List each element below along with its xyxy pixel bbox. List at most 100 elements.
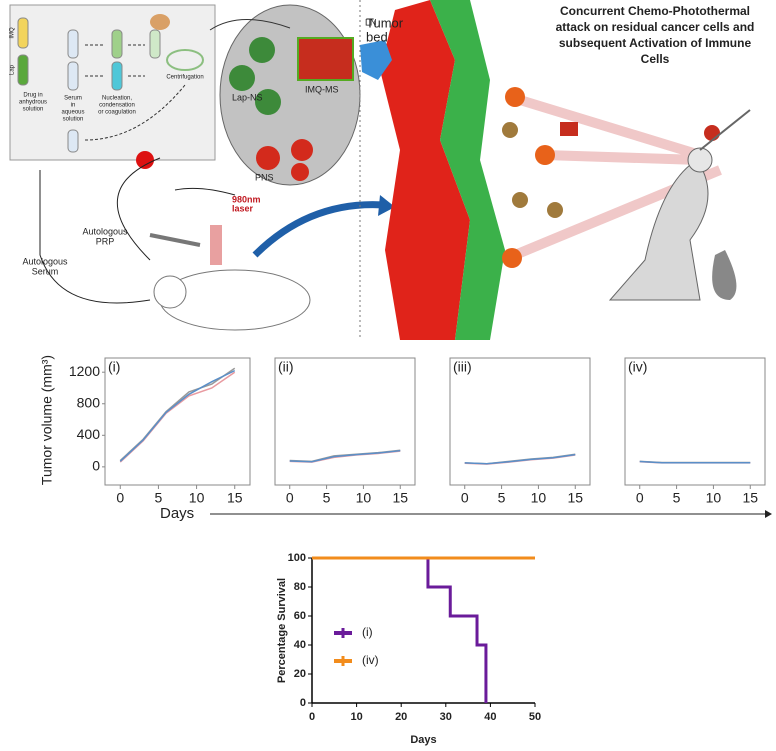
- blue-arrow: [255, 205, 385, 255]
- panel-frame: [450, 358, 590, 485]
- panel-label: (iv): [628, 359, 647, 375]
- y-tick-label: 40: [294, 639, 306, 651]
- step-label: or coagulation: [98, 110, 136, 116]
- x-tick-label: 10: [350, 711, 362, 723]
- blood-drop: [136, 151, 154, 169]
- tube: [112, 30, 122, 58]
- step-label: anhydrous: [19, 100, 47, 106]
- tube: [18, 18, 28, 48]
- y-tick-label: 60: [294, 610, 306, 622]
- x-tick-label: 10: [706, 490, 722, 506]
- particle-label: PNS: [255, 172, 274, 182]
- figure: Days Tumor volume (mm³) LN IMQLapDrug in…: [0, 0, 776, 751]
- panel-label: (i): [108, 359, 120, 375]
- title: subsequent Activation of Immune: [559, 36, 752, 50]
- np: [256, 146, 280, 170]
- particle-label: Lap-NS: [232, 92, 263, 102]
- step-label: solution: [63, 117, 84, 123]
- tube: [150, 30, 160, 58]
- x-axis-label: Days: [410, 734, 436, 746]
- np: [291, 163, 309, 181]
- panel-frame: [275, 358, 415, 485]
- x-tick-label: 10: [189, 490, 205, 506]
- y-tick-label: 1200: [69, 363, 100, 379]
- y-axis-label: Tumor volume (mm³): [39, 355, 55, 485]
- title: attack on residual cancer cells and: [556, 20, 755, 34]
- cell: [512, 192, 528, 208]
- x-tick-label: 15: [227, 490, 243, 506]
- particle: [560, 122, 578, 136]
- tumor-bed-label: bed: [366, 29, 388, 44]
- tumor-bed-label: Tumor: [366, 15, 404, 30]
- basket: [712, 250, 736, 300]
- legend-label: (iv): [362, 653, 379, 667]
- tube: [68, 30, 78, 58]
- fireball: [505, 87, 525, 107]
- tube: [68, 130, 78, 152]
- x-tick-label: 30: [440, 711, 452, 723]
- imq-ms: [298, 38, 353, 80]
- laser-device: [210, 225, 222, 265]
- serum-label: Serum: [32, 266, 59, 276]
- y-tick-label: 0: [300, 697, 306, 709]
- x-tick-label: 10: [531, 490, 547, 506]
- step-label: Serum: [64, 96, 82, 102]
- step-label: solution: [23, 107, 44, 113]
- y-tick-label: 80: [294, 581, 306, 593]
- laser-label: laser: [232, 203, 254, 213]
- x-tick-label: 20: [395, 711, 407, 723]
- cell: [502, 122, 518, 138]
- x-tick-label: 5: [155, 490, 163, 506]
- x-tick-label: 15: [567, 490, 583, 506]
- survival-line: [312, 558, 486, 703]
- x-tick-label: 0: [309, 711, 315, 723]
- warrior-head: [688, 148, 712, 172]
- np: [291, 139, 313, 161]
- x-tick-label: 10: [356, 490, 372, 506]
- y-tick-label: 100: [288, 552, 306, 564]
- x-tick-label: 5: [673, 490, 681, 506]
- syringe: [150, 235, 200, 245]
- step-label: Drug in: [23, 93, 42, 99]
- y-tick-label: 800: [77, 394, 101, 410]
- prp-label: Autologous: [82, 226, 128, 236]
- serum-label: Autologous: [22, 256, 68, 266]
- x-tick-label: 15: [392, 490, 408, 506]
- y-tick-label: 20: [294, 668, 306, 680]
- panel-frame: [625, 358, 765, 485]
- hand: [150, 14, 170, 30]
- x-tick-label: 5: [498, 490, 506, 506]
- fireball: [502, 248, 522, 268]
- x-tick-label: 50: [529, 711, 541, 723]
- step-label: aqueous: [61, 110, 84, 116]
- x-tick-label: 0: [286, 490, 294, 506]
- title: Cells: [641, 52, 670, 66]
- x-tick-label: 5: [323, 490, 331, 506]
- x-tick-label: 15: [742, 490, 758, 506]
- x-tick-label: 0: [116, 490, 124, 506]
- step-label: in: [71, 103, 76, 109]
- x-tick-label: 0: [461, 490, 469, 506]
- y-axis-label: Percentage Survival: [276, 578, 288, 683]
- tube-label: IMQ: [10, 27, 16, 39]
- legend-label: (i): [362, 625, 373, 639]
- particle-label: IMQ-MS: [305, 84, 339, 94]
- arrowhead: [765, 510, 772, 518]
- y-tick-label: 400: [77, 426, 101, 442]
- x-tick-label: 0: [636, 490, 644, 506]
- panel-label: (iii): [453, 359, 472, 375]
- growth-line: [465, 454, 576, 463]
- step-label: Centrifugation: [166, 75, 203, 81]
- days-label: Days: [160, 505, 194, 522]
- title: Concurrent Chemo-Photothermal: [560, 4, 750, 18]
- mouse-head: [154, 276, 186, 308]
- particle: [704, 125, 720, 141]
- growth-line: [290, 451, 401, 462]
- tube: [112, 62, 122, 90]
- step-label: Nucleation,: [102, 96, 132, 102]
- fireball: [535, 145, 555, 165]
- panel-label: (ii): [278, 359, 294, 375]
- tube: [18, 55, 28, 85]
- np: [229, 65, 255, 91]
- prp-label: PRP: [96, 236, 115, 246]
